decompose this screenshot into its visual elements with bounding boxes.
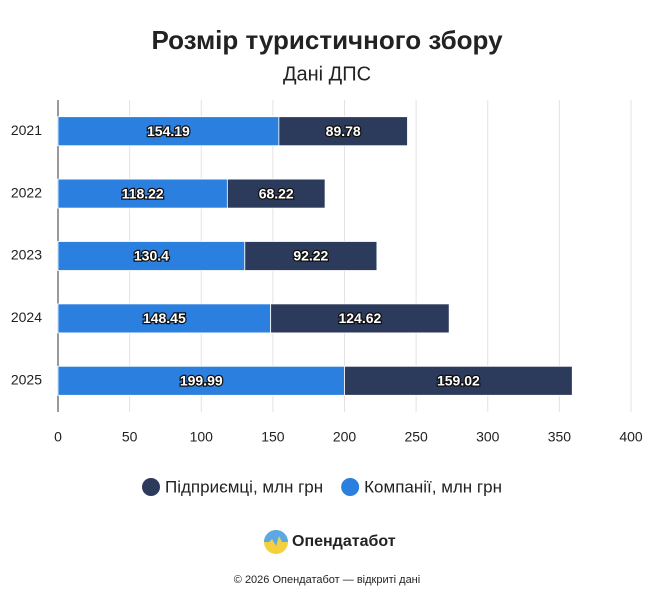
chart-title: Розмір туристичного збору xyxy=(151,25,503,55)
y-tick-label: 2023 xyxy=(11,247,42,263)
x-tick-label: 300 xyxy=(476,429,500,445)
x-tick-label: 50 xyxy=(122,429,138,445)
brand-name: Опендатабот xyxy=(292,533,396,550)
x-tick-label: 350 xyxy=(548,429,572,445)
x-tick-label: 100 xyxy=(190,429,214,445)
copyright: © 2026 Опендатабот — відкриті дані xyxy=(234,574,420,586)
bar-segment xyxy=(278,116,408,147)
legend-label: Підприємці, млн грн xyxy=(165,477,323,496)
bar-segment xyxy=(57,178,228,209)
y-tick-label: 2021 xyxy=(11,122,42,138)
bar-segment xyxy=(270,303,450,334)
y-tick-label: 2025 xyxy=(11,372,42,388)
value-label: 68.22 xyxy=(259,185,294,201)
x-tick-label: 400 xyxy=(619,429,643,445)
bar-segment xyxy=(57,241,246,271)
brand-logo xyxy=(264,530,288,554)
value-label: 124.62 xyxy=(338,310,381,326)
bar-segment xyxy=(57,116,280,147)
bar-segment xyxy=(226,178,326,209)
legend-marker xyxy=(142,478,160,496)
x-tick-label: 0 xyxy=(54,429,62,445)
x-tick-label: 250 xyxy=(404,429,428,445)
bar-segment xyxy=(57,303,272,334)
x-tick-label: 200 xyxy=(333,429,357,445)
bar-segment xyxy=(244,241,378,271)
value-label: 118.22 xyxy=(122,185,164,201)
value-label: 130.4 xyxy=(134,248,169,264)
value-label: 148.45 xyxy=(143,310,186,326)
y-tick-label: 2024 xyxy=(11,309,42,325)
x-tick-label: 150 xyxy=(261,429,285,445)
bar-segment xyxy=(57,365,345,396)
value-label: 92.22 xyxy=(293,248,328,264)
bar-segment xyxy=(344,365,573,396)
legend-marker xyxy=(341,478,360,496)
value-label: 154.19 xyxy=(147,123,190,139)
legend-label: Компанії, млн грн xyxy=(364,477,502,496)
chart-subtitle: Дані ДПС xyxy=(283,63,371,85)
value-label: 89.78 xyxy=(326,123,361,139)
y-tick-label: 2022 xyxy=(11,184,42,200)
value-label: 199.99 xyxy=(180,373,223,389)
value-label: 159.02 xyxy=(437,373,480,389)
legend: Підприємці, млн грн Компанії, млн грн xyxy=(142,477,502,496)
